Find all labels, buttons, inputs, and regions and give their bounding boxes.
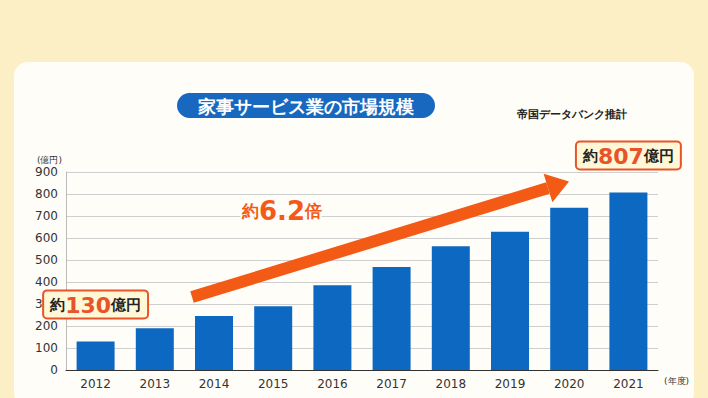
svg-text:(年度): (年度)	[664, 376, 689, 386]
svg-text:倍: 倍	[304, 201, 322, 221]
svg-text:約: 約	[582, 147, 598, 165]
svg-text:6.2: 6.2	[259, 196, 305, 226]
svg-text:2016: 2016	[317, 377, 348, 391]
svg-text:2015: 2015	[258, 377, 289, 391]
svg-text:2020: 2020	[554, 377, 585, 391]
svg-text:807: 807	[598, 144, 644, 169]
svg-text:900: 900	[35, 165, 58, 179]
svg-text:2017: 2017	[376, 377, 407, 391]
svg-text:約: 約	[49, 296, 65, 314]
svg-text:2014: 2014	[199, 377, 230, 391]
svg-text:2018: 2018	[436, 377, 467, 391]
svg-text:家事サービス業の市場規模: 家事サービス業の市場規模	[197, 96, 414, 117]
svg-text:100: 100	[35, 341, 58, 355]
svg-text:2019: 2019	[495, 377, 526, 391]
svg-text:2021: 2021	[613, 377, 644, 391]
svg-text:600: 600	[35, 231, 58, 245]
svg-text:800: 800	[35, 187, 58, 201]
svg-text:億円: 億円	[110, 296, 141, 314]
svg-text:2012: 2012	[80, 377, 111, 391]
svg-text:200: 200	[35, 319, 58, 333]
svg-text:億円: 億円	[643, 147, 674, 165]
svg-text:700: 700	[35, 209, 58, 223]
svg-text:130: 130	[65, 293, 111, 318]
svg-text:(億円): (億円)	[37, 155, 62, 165]
svg-text:400: 400	[35, 275, 58, 289]
svg-text:2013: 2013	[140, 377, 171, 391]
svg-text:500: 500	[35, 253, 58, 267]
svg-text:帝国データバンク推計: 帝国データバンク推計	[517, 108, 627, 121]
svg-text:0: 0	[50, 363, 58, 377]
svg-text:約: 約	[241, 201, 259, 221]
